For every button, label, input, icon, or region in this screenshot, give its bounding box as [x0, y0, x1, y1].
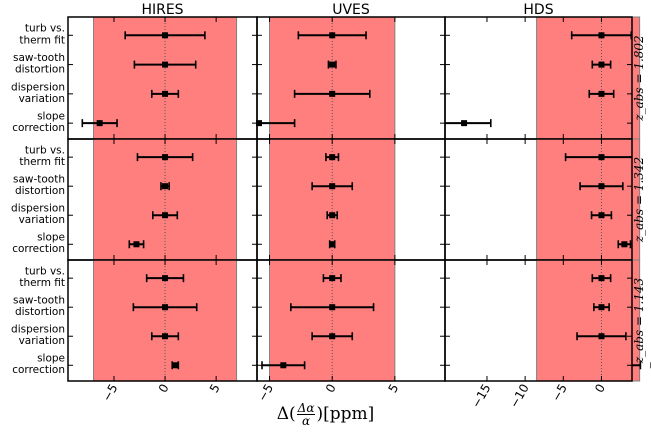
category-label-r3-1: turb vs. therm fit	[19, 266, 65, 290]
category-label-line: distortion	[15, 64, 65, 76]
data-point-r2c3-4	[621, 241, 628, 248]
data-point-r3c2-2	[329, 304, 336, 311]
category-label-line: correction	[12, 122, 65, 134]
category-label-line: dispersion	[11, 81, 65, 93]
category-label-r1-3: dispersion variation	[11, 81, 65, 105]
data-point-r2c3-2	[598, 183, 605, 190]
data-point-r3c1-1	[162, 275, 169, 282]
data-point-r1c1-2	[162, 61, 169, 68]
data-point-r2c1-4	[133, 241, 140, 248]
column-title-uves: UVES	[332, 2, 370, 18]
x-tick-label-c2: 0	[323, 382, 339, 396]
category-label-line: therm fit	[19, 156, 65, 168]
x-tick-label-c1: −5	[100, 382, 121, 404]
data-point-r2c1-3	[162, 212, 169, 219]
x-tick-label-c3: −5	[549, 382, 570, 404]
data-point-r3c2-1	[329, 275, 336, 282]
shaded-band-r3c3	[536, 259, 641, 382]
x-tick-label-c1: 0	[156, 382, 172, 396]
data-point-r3c3-3	[598, 333, 605, 340]
category-label-line: saw-tooth	[13, 295, 65, 307]
panel-frame-r3c3	[444, 259, 633, 382]
data-point-r3c2-3	[329, 333, 336, 340]
category-label-line: slope	[37, 111, 65, 123]
x-axis-label-main: Δ(	[276, 404, 296, 424]
category-label-line: variation	[19, 335, 65, 347]
category-label-r1-2: saw-tooth distortion	[13, 52, 65, 76]
data-point-r2c2-4	[329, 241, 336, 248]
data-point-r1c3-2	[598, 61, 605, 68]
category-label-line: slope	[37, 232, 65, 244]
category-label-line: saw-tooth	[13, 52, 65, 64]
category-label-r3-2: saw-tooth distortion	[13, 295, 65, 319]
x-axis-label-tail: )[ppm]	[316, 404, 375, 424]
column-title-hds: HDS	[523, 2, 553, 18]
data-point-r1c3-1	[598, 32, 605, 39]
x-axis-label-denominator: α	[302, 414, 311, 428]
category-label-r2-3: dispersion variation	[11, 203, 65, 227]
x-tick-label-c2: 5	[386, 382, 402, 396]
shaded-band-r1c3	[536, 16, 641, 140]
x-axis-label: Δ(Δα α)[ppm]	[0, 402, 651, 427]
row-label-1: z_abs = 1.802	[632, 35, 646, 121]
category-label-line: therm fit	[19, 277, 65, 289]
data-point-r3c1-4	[172, 362, 179, 369]
data-point-r1c3-3	[598, 90, 605, 97]
category-label-line: slope	[37, 353, 65, 365]
category-label-line: turb vs.	[25, 145, 65, 157]
data-point-r1c3-4	[461, 120, 468, 127]
data-point-r1c1-1	[162, 32, 169, 39]
x-axis-label-fraction: Δα α	[296, 401, 316, 428]
data-point-r2c2-2	[329, 183, 336, 190]
category-label-r2-4: slope correction	[12, 232, 65, 256]
data-point-r2c1-2	[162, 183, 169, 190]
category-label-r2-2: saw-tooth distortion	[13, 174, 65, 198]
category-label-line: correction	[12, 364, 65, 376]
data-point-r2c1-1	[162, 154, 169, 161]
data-point-r3c1-3	[162, 333, 169, 340]
data-point-r1c1-3	[162, 90, 169, 97]
x-tick-label-c2: −5	[255, 382, 276, 404]
category-label-line: therm fit	[19, 34, 65, 46]
data-point-r3c2-4	[280, 362, 287, 369]
x-tick-label-c1: 5	[207, 382, 223, 396]
data-point-r1c2-3	[329, 90, 336, 97]
category-label-line: distortion	[15, 306, 65, 318]
row-label-3: z_abs = 1.143	[632, 277, 646, 364]
category-label-line: turb vs.	[25, 266, 65, 278]
data-point-r1c1-4	[96, 120, 103, 127]
data-point-r2c2-1	[329, 154, 336, 161]
category-label-line: variation	[19, 93, 65, 105]
category-label-r3-3: dispersion variation	[11, 324, 65, 348]
row-label-2: z_abs = 1.342	[632, 157, 646, 243]
category-label-line: variation	[19, 214, 65, 226]
x-tick-label-c3: 0	[592, 382, 608, 396]
data-point-r2c3-1	[598, 154, 605, 161]
category-label-line: dispersion	[11, 324, 65, 336]
category-label-line: distortion	[15, 185, 65, 197]
category-label-r2-1: turb vs. therm fit	[19, 145, 65, 169]
category-label-r1-1: turb vs. therm fit	[19, 23, 65, 47]
data-point-r1c2-2	[329, 61, 336, 68]
x-axis-label-numerator: Δα	[296, 401, 316, 415]
data-point-r1c2-1	[329, 32, 336, 39]
data-point-r3c3-1	[598, 275, 605, 282]
data-point-r3c3-2	[598, 304, 605, 311]
data-point-r2c2-3	[329, 212, 336, 219]
data-point-r3c1-2	[162, 304, 169, 311]
category-label-line: correction	[12, 243, 65, 255]
category-label-line: dispersion	[11, 203, 65, 215]
category-label-line: saw-tooth	[13, 174, 65, 186]
category-label-r3-4: slope correction	[12, 353, 65, 377]
data-point-r2c3-3	[598, 212, 605, 219]
category-label-line: turb vs.	[25, 23, 65, 35]
column-title-hires: HIRES	[141, 2, 183, 18]
category-label-r1-4: slope correction	[12, 111, 65, 135]
shaded-band-r2c3	[536, 138, 641, 261]
